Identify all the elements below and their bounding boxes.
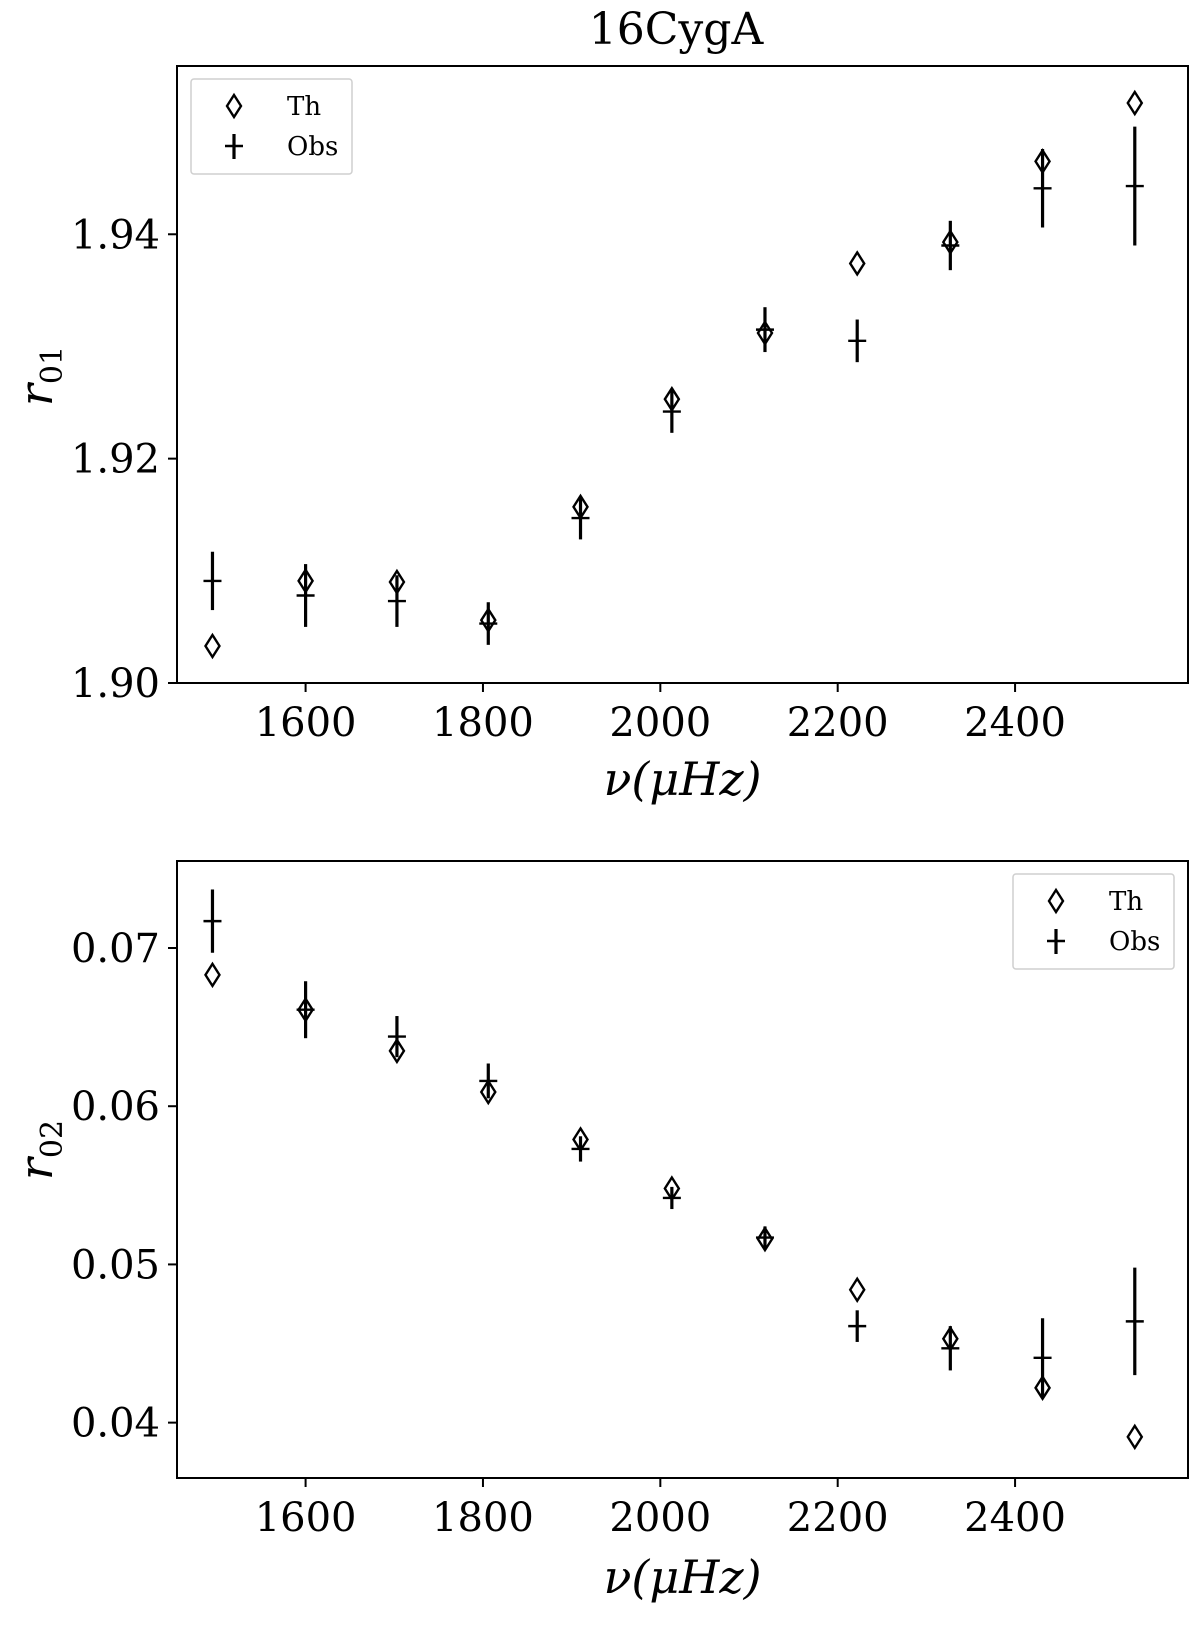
obs-point bbox=[203, 551, 222, 611]
obs-point bbox=[755, 1226, 774, 1249]
th-point bbox=[204, 961, 221, 989]
th-point bbox=[479, 1078, 497, 1106]
obs-point bbox=[571, 1136, 590, 1162]
legend-th-marker bbox=[1047, 887, 1065, 915]
legend-th-marker bbox=[225, 92, 243, 120]
y-tick-label: 0.04 bbox=[71, 1401, 160, 1447]
legend-box bbox=[190, 78, 353, 175]
th-point bbox=[1034, 1374, 1051, 1402]
obs-point bbox=[1033, 149, 1052, 228]
th-point bbox=[848, 1276, 866, 1303]
legend: Th Obs bbox=[190, 78, 353, 175]
x-axis-label: ν(μHz) bbox=[603, 1550, 761, 1604]
x-tick-label: 1800 bbox=[432, 1495, 534, 1541]
x-tick-label: 2200 bbox=[787, 1495, 889, 1541]
x-tick-label: 2400 bbox=[964, 1495, 1066, 1541]
x-tick-label: 2200 bbox=[787, 700, 889, 746]
y-tick-label: 1.92 bbox=[71, 437, 160, 483]
plot-frame bbox=[176, 860, 1189, 1479]
th-point bbox=[1126, 89, 1144, 117]
x-axis-label: ν(μHz) bbox=[603, 752, 761, 806]
legend-th-label: Th bbox=[287, 92, 321, 122]
obs-point bbox=[848, 1310, 867, 1342]
legend-th-label: Th bbox=[1109, 887, 1143, 917]
obs-point bbox=[662, 1186, 681, 1210]
th-point bbox=[848, 250, 866, 277]
obs-point bbox=[848, 319, 867, 363]
obs-point bbox=[755, 307, 774, 353]
obs-point bbox=[296, 564, 315, 627]
th-point bbox=[388, 1037, 406, 1065]
y-tick-label: 0.06 bbox=[71, 1084, 160, 1130]
x-tick-label: 1600 bbox=[255, 1495, 357, 1541]
r01-panel: 1600 1800 2000 2200 2400 1.90 1.92 1.94 ν(μHz) r0… bbox=[9, 65, 1189, 806]
obs-point bbox=[203, 889, 222, 953]
obs-point bbox=[1033, 1318, 1052, 1398]
th-point bbox=[204, 632, 221, 660]
y-tick-label: 0.05 bbox=[71, 1242, 160, 1288]
obs-point bbox=[1125, 126, 1144, 246]
legend: Th Obs bbox=[1012, 873, 1175, 970]
obs-point bbox=[387, 1016, 406, 1058]
y-tick-label: 1.90 bbox=[71, 661, 160, 707]
y-axis-label: r02 bbox=[9, 1120, 70, 1180]
y-tick-label: 0.07 bbox=[71, 926, 160, 972]
chart-title: 16CygA bbox=[589, 4, 765, 55]
obs-point bbox=[571, 496, 590, 540]
y-tick-label: 1.94 bbox=[71, 212, 160, 258]
obs-point bbox=[1125, 1267, 1144, 1376]
x-tick-label: 2000 bbox=[609, 700, 711, 746]
obs-point bbox=[479, 602, 498, 645]
y-axis-label: r01 bbox=[9, 346, 70, 406]
obs-point bbox=[941, 1326, 960, 1371]
x-tick-label: 2400 bbox=[964, 700, 1066, 746]
legend-obs-label: Obs bbox=[1109, 927, 1160, 957]
obs-point bbox=[387, 575, 406, 627]
legend-obs-marker bbox=[225, 134, 243, 159]
r02-panel: 1600 1800 2000 2200 2400 0.04 0.05 0.06 0.07 ν(μH… bbox=[9, 860, 1189, 1604]
obs-point bbox=[479, 1063, 498, 1099]
obs-point bbox=[296, 981, 315, 1039]
legend-obs-marker bbox=[1047, 929, 1065, 954]
plot-frame bbox=[176, 65, 1189, 684]
th-point bbox=[756, 1225, 774, 1253]
x-tick-label: 2000 bbox=[609, 1495, 711, 1541]
legend-box bbox=[1012, 873, 1175, 970]
legend-obs-label: Obs bbox=[287, 132, 338, 162]
obs-point bbox=[662, 390, 681, 433]
x-tick-label: 1600 bbox=[255, 700, 357, 746]
x-tick-label: 1800 bbox=[432, 700, 534, 746]
obs-point bbox=[941, 220, 960, 271]
th-point bbox=[1126, 1423, 1144, 1451]
